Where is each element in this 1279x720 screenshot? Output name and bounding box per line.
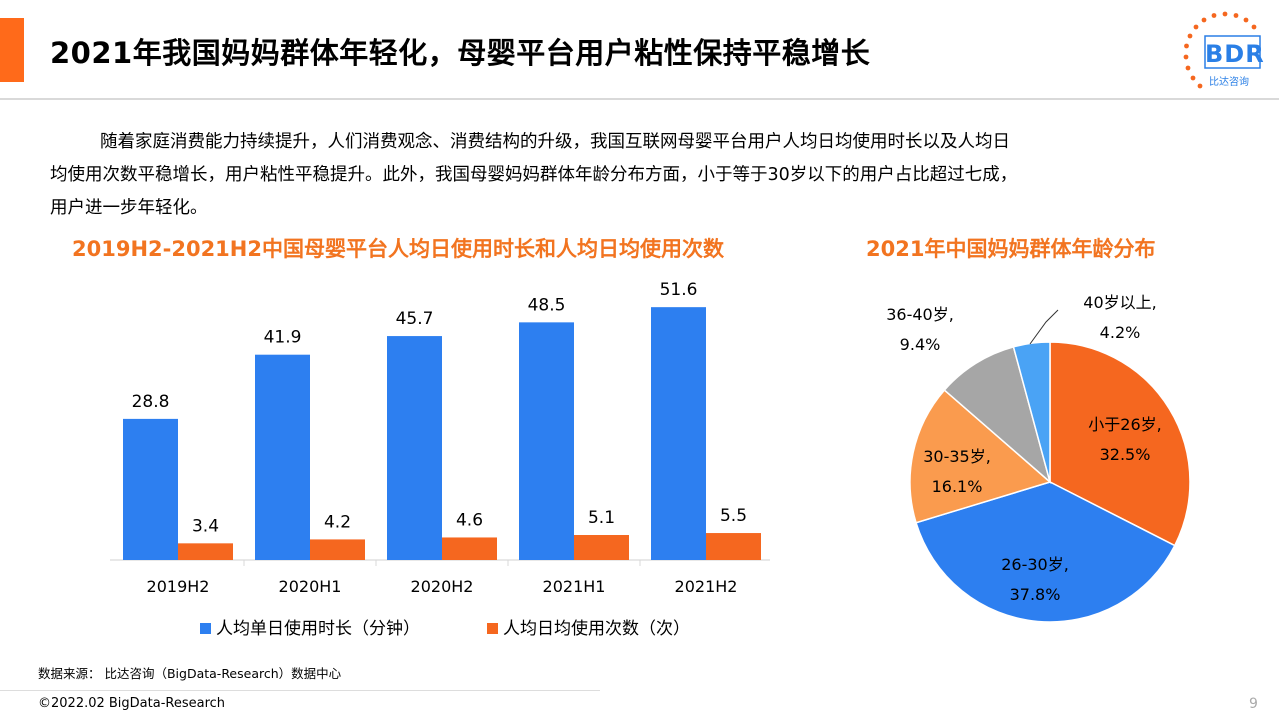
bdr-logo — [1183, 11, 1261, 89]
legend-swatch-frequency — [487, 623, 498, 634]
data-label-duration-2020H2: 45.7 — [396, 309, 434, 329]
pie-slice-3 — [943, 345, 1052, 485]
bar-chart: 28.8 3.4 2019H2 41.9 4.2 2020H1 45.7 4.6 2020H2 4… — [110, 280, 770, 639]
pie-label-4: 40岁以上, — [1083, 293, 1156, 312]
title-accent-bar — [0, 18, 24, 82]
pie-pct-2: 16.1% — [932, 477, 983, 496]
intro-line-3: 用户进一步年轻化。 — [50, 198, 208, 218]
pie-pct-3: 9.4% — [900, 335, 941, 354]
data-label-duration-2021H1: 48.5 — [528, 295, 566, 315]
bar-duration-2020H2 — [387, 336, 442, 560]
bar-frequency-2020H2 — [442, 537, 497, 560]
bar-frequency-2020H1 — [310, 539, 365, 560]
page-number: 9 — [1249, 696, 1258, 712]
x-tick-label-2020H1: 2020H1 — [279, 577, 342, 596]
x-tick-label-2021H1: 2021H1 — [543, 577, 606, 596]
bar-frequency-2021H1 — [574, 535, 629, 560]
bar-chart-title: 2019H2-2021H2中国母婴平台人均日使用时长和人均日均使用次数 — [72, 237, 724, 261]
pie-slice-0 — [1049, 341, 1191, 547]
pie-chart: 小于26岁, 32.5% 26-30岁, 37.8% 30-35岁, 16.1% 36-40… — [886, 293, 1191, 623]
data-label-frequency-2020H1: 4.2 — [324, 512, 351, 532]
pie-label-0: 小于26岁, — [1088, 415, 1161, 434]
pie-pct-4: 4.2% — [1100, 323, 1141, 342]
data-label-frequency-2021H2: 5.5 — [720, 506, 747, 526]
copyright: ©2022.02 BigData-Research — [38, 696, 226, 711]
footer-divider — [0, 690, 600, 691]
pie-label-2: 30-35岁, — [923, 447, 991, 466]
x-tick-label-2021H2: 2021H2 — [675, 577, 738, 596]
x-tick-label-2020H2: 2020H2 — [411, 577, 474, 596]
header-divider — [0, 98, 1279, 100]
pie-leader-line — [1029, 309, 1059, 345]
pie-chart-title: 2021年中国妈妈群体年龄分布 — [866, 237, 1156, 261]
logo-frame — [1204, 35, 1261, 69]
pie-pct-1: 37.8% — [1010, 585, 1061, 604]
bar-duration-2020H1 — [255, 354, 310, 560]
pie-label-1: 26-30岁, — [1001, 555, 1069, 574]
bar-duration-2021H1 — [519, 322, 574, 560]
legend-label-duration: 人均单日使用时长（分钟） — [216, 618, 420, 639]
page-title: 2021年我国妈妈群体年轻化，母婴平台用户粘性保持平稳增长 — [50, 36, 871, 70]
intro-line-2: 均使用次数平稳增长，用户粘性平稳提升。此外，我国母婴妈妈群体年龄分布方面，小于等… — [50, 165, 1018, 185]
legend-swatch-duration — [200, 623, 211, 634]
pie-slice-2 — [909, 389, 1052, 524]
pie-label-3: 36-40岁, — [886, 305, 954, 324]
pie-pct-0: 32.5% — [1100, 445, 1151, 464]
data-label-duration-2020H1: 41.9 — [264, 328, 302, 348]
bar-frequency-2021H2 — [706, 533, 761, 560]
data-label-frequency-2021H1: 5.1 — [588, 508, 615, 528]
pie-slice-1 — [915, 481, 1176, 623]
bar-duration-2021H2 — [651, 307, 706, 560]
bar-frequency-2019H2 — [178, 543, 233, 560]
data-label-duration-2019H2: 28.8 — [132, 392, 170, 412]
legend-label-frequency: 人均日均使用次数（次） — [503, 618, 690, 639]
bar-duration-2019H2 — [123, 418, 178, 560]
logo-text: BDR — [1205, 40, 1265, 68]
data-source: 数据来源： 比达咨询（BigData-Research）数据中心 — [38, 666, 342, 681]
logo-subtitle: 比达咨询 — [1209, 77, 1249, 88]
data-label-frequency-2019H2: 3.4 — [192, 516, 219, 536]
logo-dot-ring — [1183, 11, 1257, 89]
data-label-frequency-2020H2: 4.6 — [456, 510, 483, 530]
intro-line-1: 随着家庭消费能力持续提升，人们消费观念、消费结构的升级，我国互联网母婴平台用户人… — [100, 132, 1010, 152]
pie-slice-4 — [1012, 341, 1051, 483]
x-tick-label-2019H2: 2019H2 — [147, 577, 210, 596]
data-label-duration-2021H2: 51.6 — [660, 280, 698, 300]
intro-paragraph: 随着家庭消费能力持续提升，人们消费观念、消费结构的升级，我国互联网母婴平台用户人… — [50, 126, 1240, 225]
